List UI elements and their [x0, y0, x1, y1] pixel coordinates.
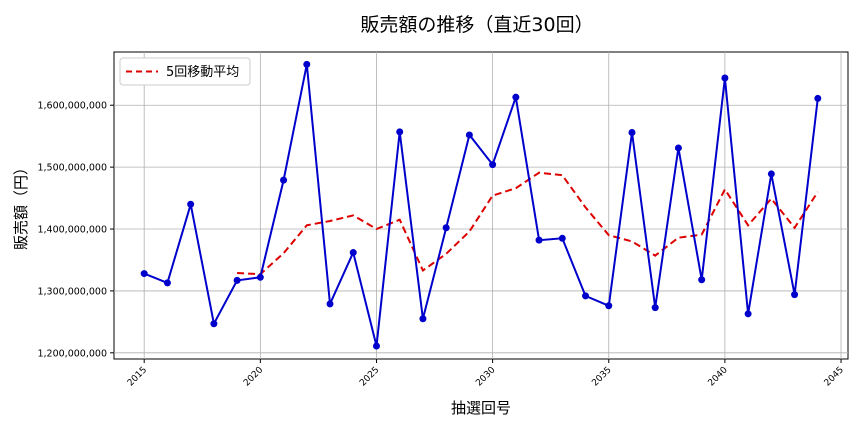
x-gridlines: [143, 52, 842, 359]
sales-point: [651, 304, 659, 312]
sales-point: [187, 200, 195, 208]
sales-point: [791, 291, 799, 299]
sales-point: [163, 279, 171, 287]
sales-point: [372, 342, 380, 350]
sales-point: [280, 176, 288, 184]
chart-title: 販売額の推移（直近30回）: [360, 14, 593, 36]
sales-point: [767, 170, 775, 178]
sales-point: [140, 270, 148, 278]
y-tick-label: 1,600,000,000: [37, 101, 107, 112]
sales-point: [349, 249, 357, 257]
sales-point: [512, 93, 520, 101]
sales-point: [605, 302, 613, 310]
sales-point: [442, 224, 450, 232]
y-gridlines: [114, 104, 848, 354]
sales-point: [419, 315, 427, 323]
y-axis-label: 販売額（円）: [12, 160, 30, 250]
y-axis-ticks: 1,200,000,000 1,300,000,000 1,400,000,000 1…: [37, 101, 114, 359]
y-tick-label: 1,300,000,000: [37, 286, 107, 297]
sales-point: [535, 236, 543, 244]
sales-point: [582, 292, 590, 300]
sales-point: [396, 128, 404, 136]
legend: 5回移動平均: [119, 57, 251, 86]
x-axis-label: 抽選回号: [451, 399, 511, 417]
sales-point: [489, 161, 497, 169]
series-layer: [140, 60, 822, 350]
sales-point: [628, 128, 636, 136]
sales-point: [744, 310, 752, 318]
sales-point: [721, 74, 729, 82]
sales-point: [698, 276, 706, 284]
y-tick-label: 1,400,000,000: [37, 225, 107, 236]
sales-point: [210, 320, 218, 328]
sales-point: [256, 273, 264, 281]
sales-point: [674, 144, 682, 152]
sales-point: [558, 234, 566, 242]
plot-area-frame: [113, 51, 849, 360]
sales-line: [143, 64, 819, 347]
y-tick-label: 1,200,000,000: [37, 348, 107, 359]
y-tick-label: 1,500,000,000: [37, 163, 107, 174]
moving-average-line: [237, 171, 819, 276]
legend-box: [119, 57, 251, 86]
sales-point: [233, 276, 241, 284]
sales-point: [303, 60, 311, 68]
sales-point: [814, 94, 822, 102]
legend-moving-average-label: 5回移動平均: [166, 65, 239, 80]
sales-point: [326, 300, 334, 308]
sales-point: [465, 131, 473, 139]
